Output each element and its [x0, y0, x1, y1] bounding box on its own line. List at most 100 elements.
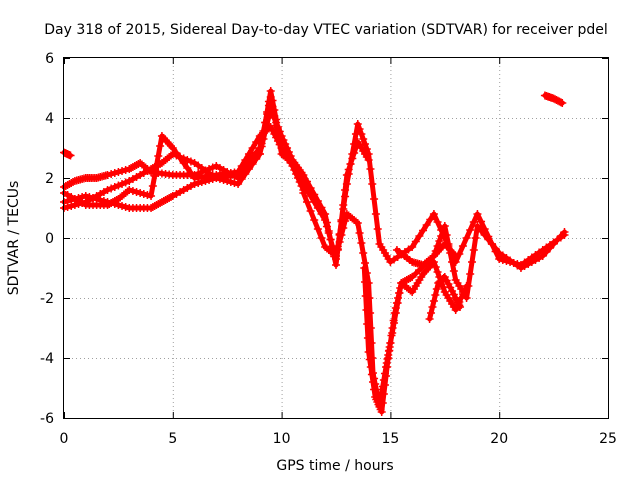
- plus-marker: [110, 183, 119, 191]
- plus-marker: [480, 231, 489, 239]
- plus-marker: [302, 198, 311, 206]
- plus-marker: [156, 142, 165, 150]
- plus-marker: [553, 236, 562, 244]
- plus-marker: [408, 243, 417, 251]
- plus-marker: [545, 244, 554, 252]
- plus-marker: [406, 286, 415, 295]
- plus-marker: [378, 399, 387, 407]
- x-tick-label: 15: [381, 431, 399, 447]
- plus-marker: [350, 140, 359, 148]
- plus-marker: [121, 166, 130, 174]
- chart-title: Day 318 of 2015, Sidereal Day-to-day VTE…: [44, 22, 608, 38]
- plus-marker: [390, 309, 399, 317]
- plus-marker: [344, 170, 353, 178]
- plus-marker: [469, 218, 478, 226]
- plus-marker: [362, 306, 371, 314]
- plus-marker: [491, 244, 500, 253]
- plus-marker: [468, 258, 476, 266]
- plus-marker: [471, 234, 480, 242]
- plus-marker: [306, 207, 315, 215]
- plus-marker: [429, 210, 438, 218]
- plus-marker: [275, 140, 284, 149]
- plus-marker: [322, 222, 331, 231]
- plus-marker: [392, 299, 401, 307]
- plus-marker: [469, 246, 478, 254]
- plus-marker: [321, 216, 330, 224]
- plus-marker: [332, 252, 340, 260]
- plus-marker: [341, 217, 350, 225]
- plus-marker: [357, 130, 366, 138]
- plus-marker: [330, 250, 339, 259]
- x-axis-title: GPS time / hours: [276, 458, 393, 474]
- plus-marker: [458, 242, 467, 250]
- series-arc-4: [60, 123, 308, 209]
- plus-marker: [366, 363, 375, 371]
- plus-marker: [487, 240, 496, 248]
- plus-marker: [128, 187, 137, 195]
- y-tick-label: 4: [45, 111, 54, 127]
- plus-marker: [560, 228, 569, 236]
- plus-marker: [132, 188, 141, 196]
- plus-marker: [183, 164, 192, 172]
- plus-marker: [422, 221, 431, 229]
- plus-marker: [121, 178, 130, 187]
- y-tick-labels: -6 -4 -2 0 2 4 6: [40, 51, 54, 427]
- plus-marker: [67, 202, 76, 210]
- plus-marker: [360, 264, 369, 272]
- y-tick-label: -6: [40, 411, 54, 427]
- plus-marker: [324, 229, 333, 237]
- plus-marker: [234, 168, 243, 176]
- plus-marker: [172, 149, 181, 157]
- plus-marker: [359, 135, 368, 143]
- plus-marker: [326, 235, 335, 244]
- plus-marker: [310, 216, 319, 224]
- plus-marker: [373, 225, 382, 233]
- plus-marker: [348, 150, 357, 158]
- plus-marker: [458, 290, 467, 298]
- x-tick-label: 0: [60, 431, 69, 447]
- series-arc-8: [425, 273, 465, 323]
- plus-marker: [339, 205, 348, 213]
- plus-marker: [437, 232, 446, 240]
- grid-lines: [64, 58, 608, 418]
- y-tick-label: 6: [45, 51, 54, 67]
- plus-marker: [448, 287, 457, 295]
- plus-marker: [255, 144, 264, 152]
- plus-marker: [299, 189, 308, 197]
- plus-marker: [335, 238, 344, 246]
- plus-marker: [234, 180, 243, 188]
- plus-marker: [333, 245, 342, 253]
- plus-marker: [364, 150, 373, 158]
- plus-marker: [150, 172, 159, 180]
- plus-marker: [143, 191, 152, 199]
- plus-marker: [408, 273, 417, 281]
- plus-marker: [391, 304, 400, 312]
- plus-marker: [438, 227, 447, 235]
- x-tick-labels: 0 5 10 15 20 25: [60, 431, 617, 447]
- plus-marker: [466, 226, 475, 234]
- plus-marker: [355, 229, 364, 237]
- plus-marker: [366, 165, 375, 173]
- plus-marker: [154, 152, 163, 160]
- plus-marker: [411, 269, 420, 278]
- plus-marker: [549, 240, 558, 248]
- plus-marker: [353, 219, 362, 227]
- plus-marker: [388, 324, 397, 332]
- plus-marker: [538, 252, 547, 260]
- plus-marker: [473, 222, 482, 230]
- plus-marker: [293, 174, 302, 182]
- plus-marker: [377, 408, 386, 416]
- plus-marker: [368, 378, 377, 386]
- plus-marker: [431, 263, 440, 271]
- plus-marker: [270, 130, 279, 138]
- x-tick-label: 10: [273, 431, 291, 447]
- plus-marker: [438, 283, 447, 291]
- plus-marker: [364, 348, 373, 356]
- plus-marker: [367, 370, 376, 379]
- plus-marker: [342, 180, 351, 188]
- plus-marker: [460, 286, 469, 294]
- plus-marker: [208, 163, 217, 172]
- plus-marker: [427, 309, 436, 317]
- plus-marker: [462, 234, 471, 242]
- plus-marker: [442, 276, 451, 285]
